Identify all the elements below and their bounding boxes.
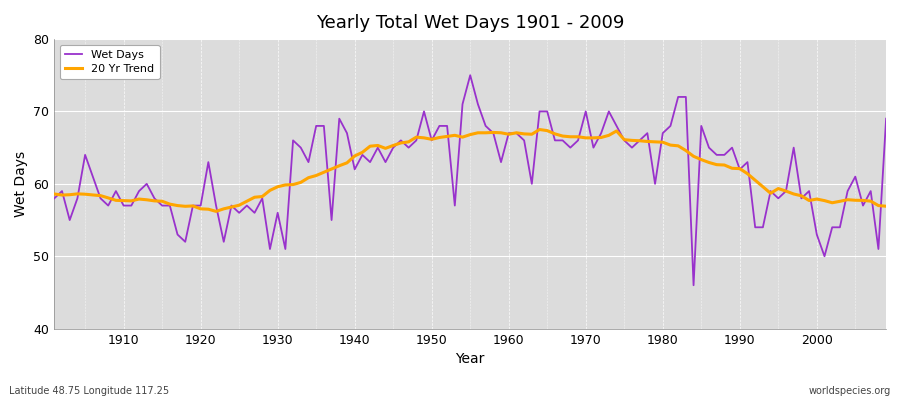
20 Yr Trend bbox=[49, 192, 59, 196]
Wet Days bbox=[503, 131, 514, 136]
Wet Days bbox=[111, 189, 122, 194]
Wet Days bbox=[326, 218, 337, 222]
Y-axis label: Wet Days: Wet Days bbox=[14, 151, 28, 217]
Wet Days bbox=[49, 196, 59, 201]
Wet Days bbox=[688, 283, 699, 288]
Wet Days bbox=[881, 116, 892, 121]
20 Yr Trend bbox=[881, 204, 892, 209]
20 Yr Trend bbox=[611, 128, 622, 133]
20 Yr Trend bbox=[111, 198, 122, 203]
Line: 20 Yr Trend: 20 Yr Trend bbox=[54, 130, 886, 211]
20 Yr Trend bbox=[503, 132, 514, 137]
Wet Days bbox=[511, 131, 522, 136]
Text: Latitude 48.75 Longitude 117.25: Latitude 48.75 Longitude 117.25 bbox=[9, 386, 169, 396]
20 Yr Trend bbox=[511, 130, 522, 135]
20 Yr Trend bbox=[534, 127, 544, 132]
Wet Days bbox=[464, 73, 475, 78]
20 Yr Trend bbox=[288, 182, 299, 187]
Legend: Wet Days, 20 Yr Trend: Wet Days, 20 Yr Trend bbox=[60, 44, 159, 79]
Title: Yearly Total Wet Days 1901 - 2009: Yearly Total Wet Days 1901 - 2009 bbox=[316, 14, 625, 32]
Wet Days bbox=[280, 247, 291, 252]
20 Yr Trend bbox=[334, 163, 345, 168]
Line: Wet Days: Wet Days bbox=[54, 75, 886, 285]
Wet Days bbox=[603, 109, 614, 114]
X-axis label: Year: Year bbox=[455, 352, 485, 366]
20 Yr Trend bbox=[211, 209, 221, 214]
Text: worldspecies.org: worldspecies.org bbox=[809, 386, 891, 396]
